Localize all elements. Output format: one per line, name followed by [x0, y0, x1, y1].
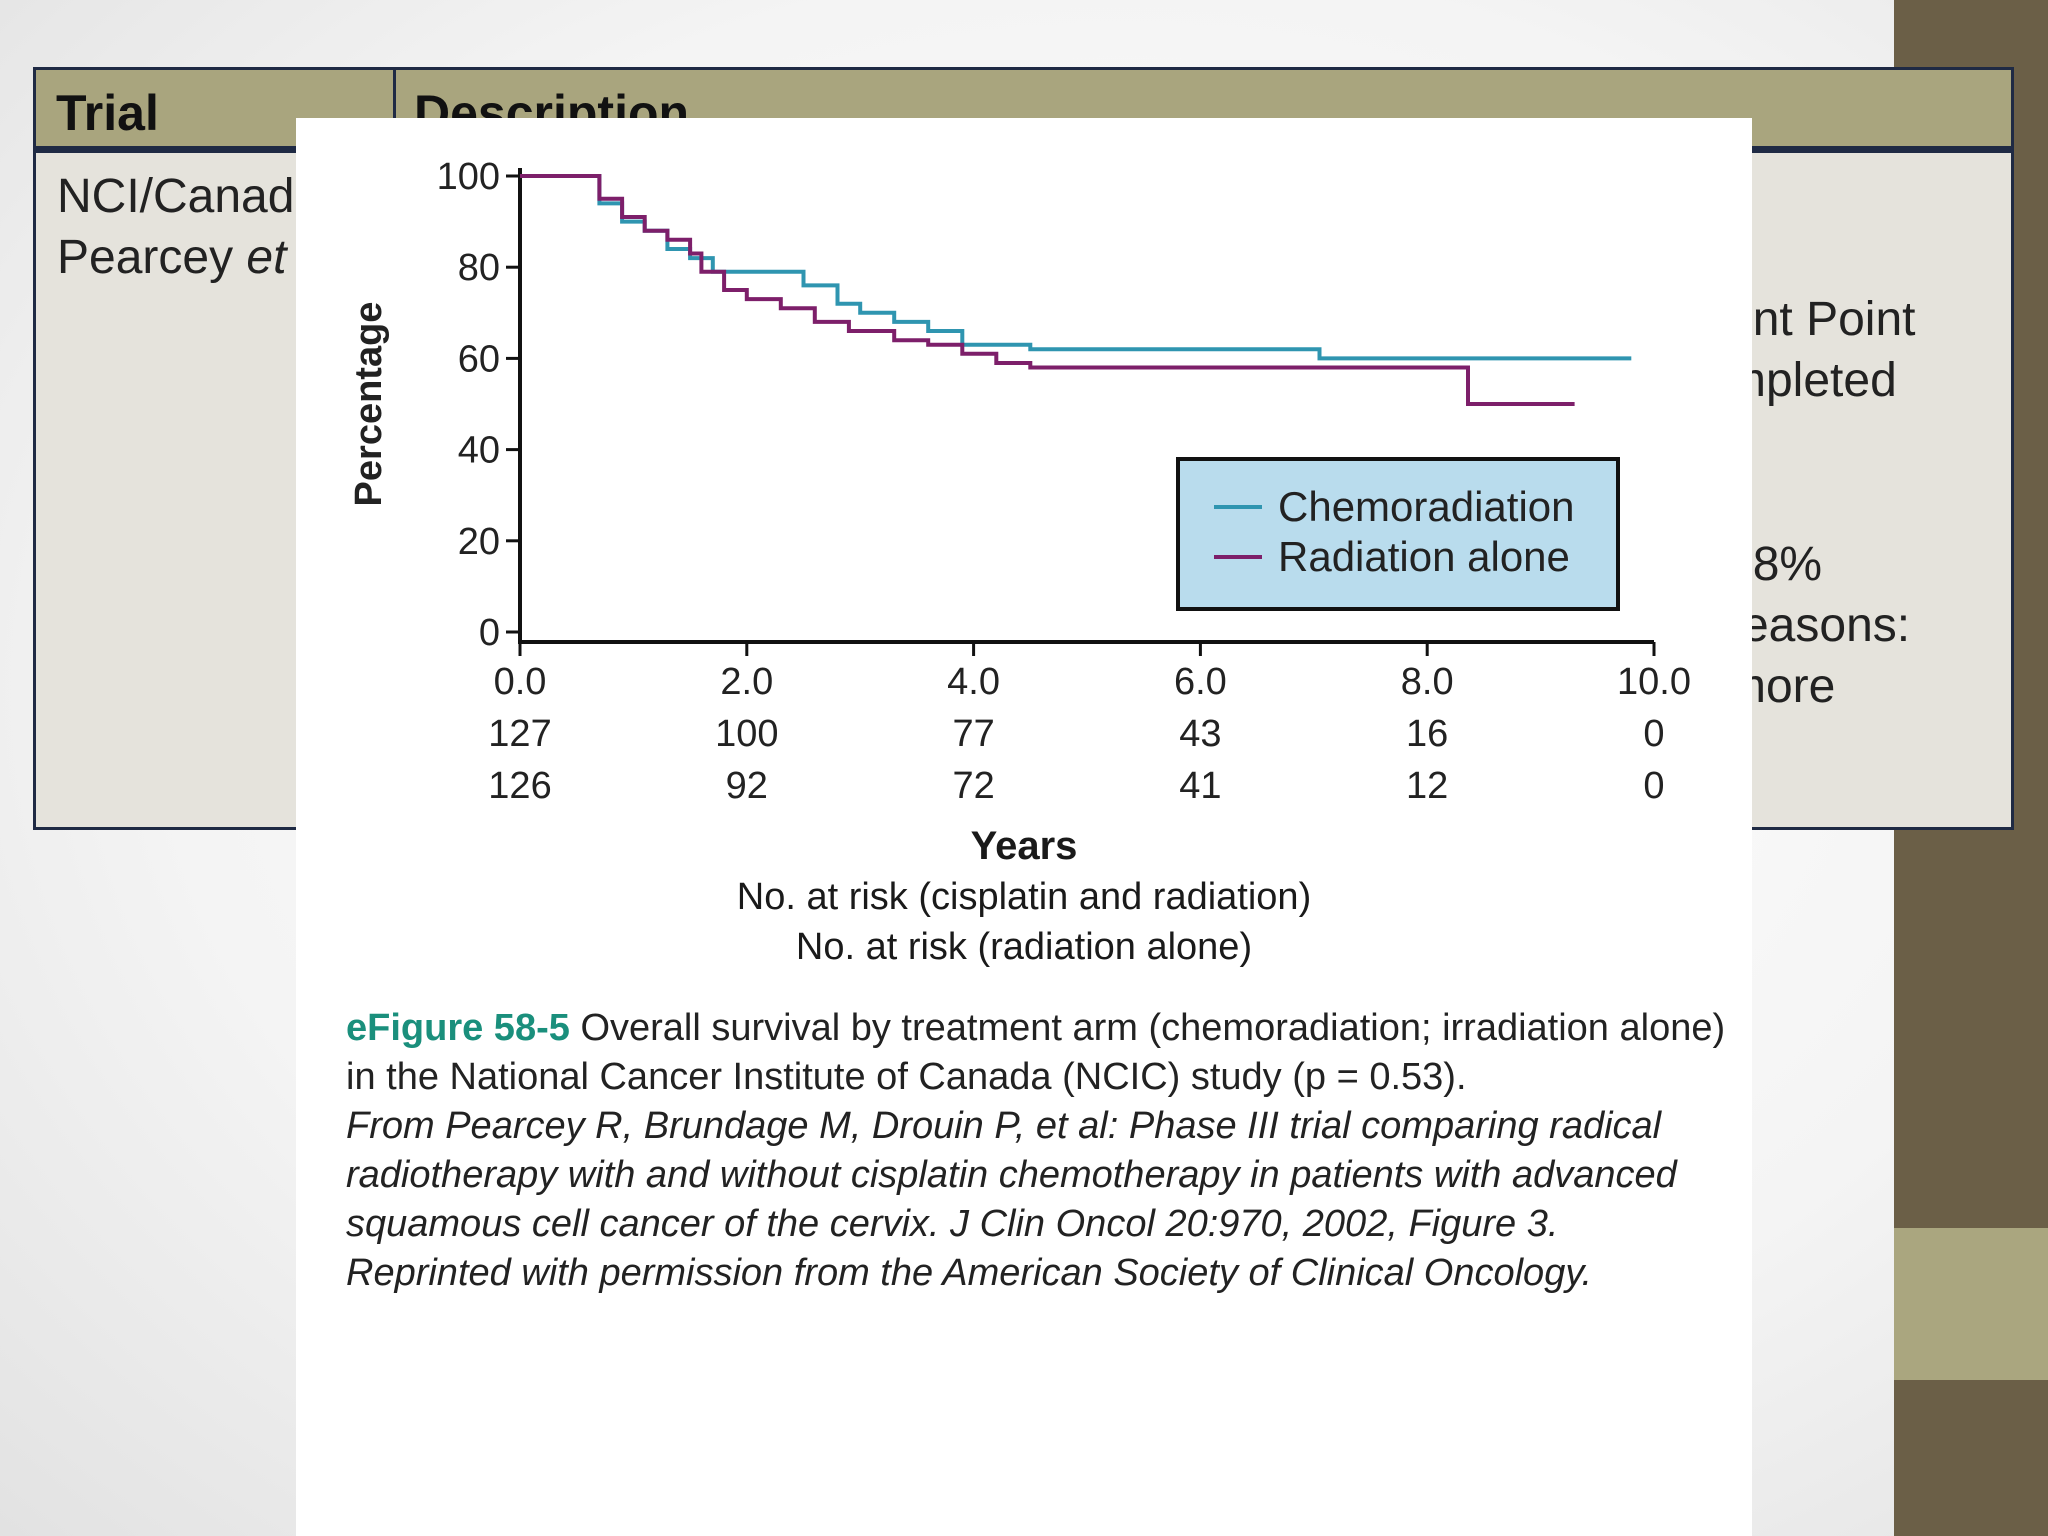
- at-risk-radiation-value: 126: [488, 765, 551, 807]
- at-risk-radiation-value: 0: [1643, 765, 1664, 807]
- survival-chart: 0 20 40 60 80 100 0.0 2.0 4.0 6.0 8.0 10.0 Percentag…: [348, 156, 1691, 807]
- y-tick-label: 80: [458, 247, 500, 289]
- desc-fragment-1: ent Point: [1726, 293, 1916, 346]
- at-risk-chemo-value: 0: [1643, 713, 1664, 755]
- y-tick-label: 60: [458, 338, 500, 380]
- column-divider: [393, 70, 396, 153]
- trial-cell-line1: NCI/Canad: [57, 170, 295, 223]
- at-risk-chemo-value: 127: [488, 713, 551, 755]
- header-trial: Trial: [56, 85, 159, 141]
- caption-text: Overall survival by treatment arm (chemo…: [346, 1007, 1726, 1098]
- y-tick-label: 0: [479, 612, 500, 654]
- desc-fragment-2: mpleted: [1726, 354, 1897, 407]
- at-risk-radiation-value: 12: [1406, 765, 1448, 807]
- at-risk-chemo-value: 43: [1179, 713, 1221, 755]
- desc-fragment-4: reasons:: [1726, 599, 1911, 652]
- x-tick-label: 8.0: [1401, 661, 1454, 703]
- caption-source: From Pearcey R, Brundage M, Drouin P, et…: [346, 1105, 1677, 1294]
- x-tick-label: 0.0: [494, 661, 547, 703]
- trial-cell-etal: et: [246, 231, 287, 284]
- at-risk-chemo-value: 16: [1406, 713, 1448, 755]
- y-tick-label: 100: [437, 156, 500, 198]
- at-risk-radiation-value: 72: [952, 765, 994, 807]
- series-line-radiation-alone: [520, 174, 1575, 406]
- trial-cell: NCI/Canad Pearcey et: [57, 166, 294, 288]
- x-axis-title: Years: [970, 824, 1078, 868]
- series-line-chemoradiation: [520, 174, 1632, 361]
- trial-cell-author: Pearcey: [57, 231, 247, 284]
- at-risk-radiation-value: 92: [726, 765, 768, 807]
- legend-label: Radiation alone: [1278, 533, 1570, 580]
- trial-cell-line2: Pearcey et: [57, 227, 294, 288]
- side-band: [1894, 1228, 2048, 1380]
- legend-box: [1176, 457, 1620, 611]
- at-risk-chemo-value: 77: [952, 713, 994, 755]
- at-risk-chemo-value: 100: [715, 713, 778, 755]
- at-risk-label-chemo: No. at risk (cisplatin and radiation): [736, 876, 1312, 918]
- at-risk-label-radiation: No. at risk (radiation alone): [795, 926, 1253, 968]
- at-risk-radiation-value: 41: [1179, 765, 1221, 807]
- x-tick-label: 10.0: [1617, 661, 1691, 703]
- y-axis-title: Percentage: [348, 302, 390, 507]
- legend-label: Chemoradiation: [1278, 483, 1575, 530]
- caption-label: eFigure 58-5: [346, 1007, 570, 1049]
- x-tick-label: 6.0: [1174, 661, 1227, 703]
- x-tick-label: 4.0: [947, 661, 1000, 703]
- figure-panel: 0 20 40 60 80 100 0.0 2.0 4.0 6.0 8.0 10.0 Percentag…: [296, 118, 1752, 1536]
- y-tick-label: 20: [458, 521, 500, 563]
- figure-caption: eFigure 58-5 Overall survival by treatme…: [346, 1004, 1726, 1298]
- y-tick-label: 40: [458, 430, 500, 472]
- x-tick-label: 2.0: [720, 661, 773, 703]
